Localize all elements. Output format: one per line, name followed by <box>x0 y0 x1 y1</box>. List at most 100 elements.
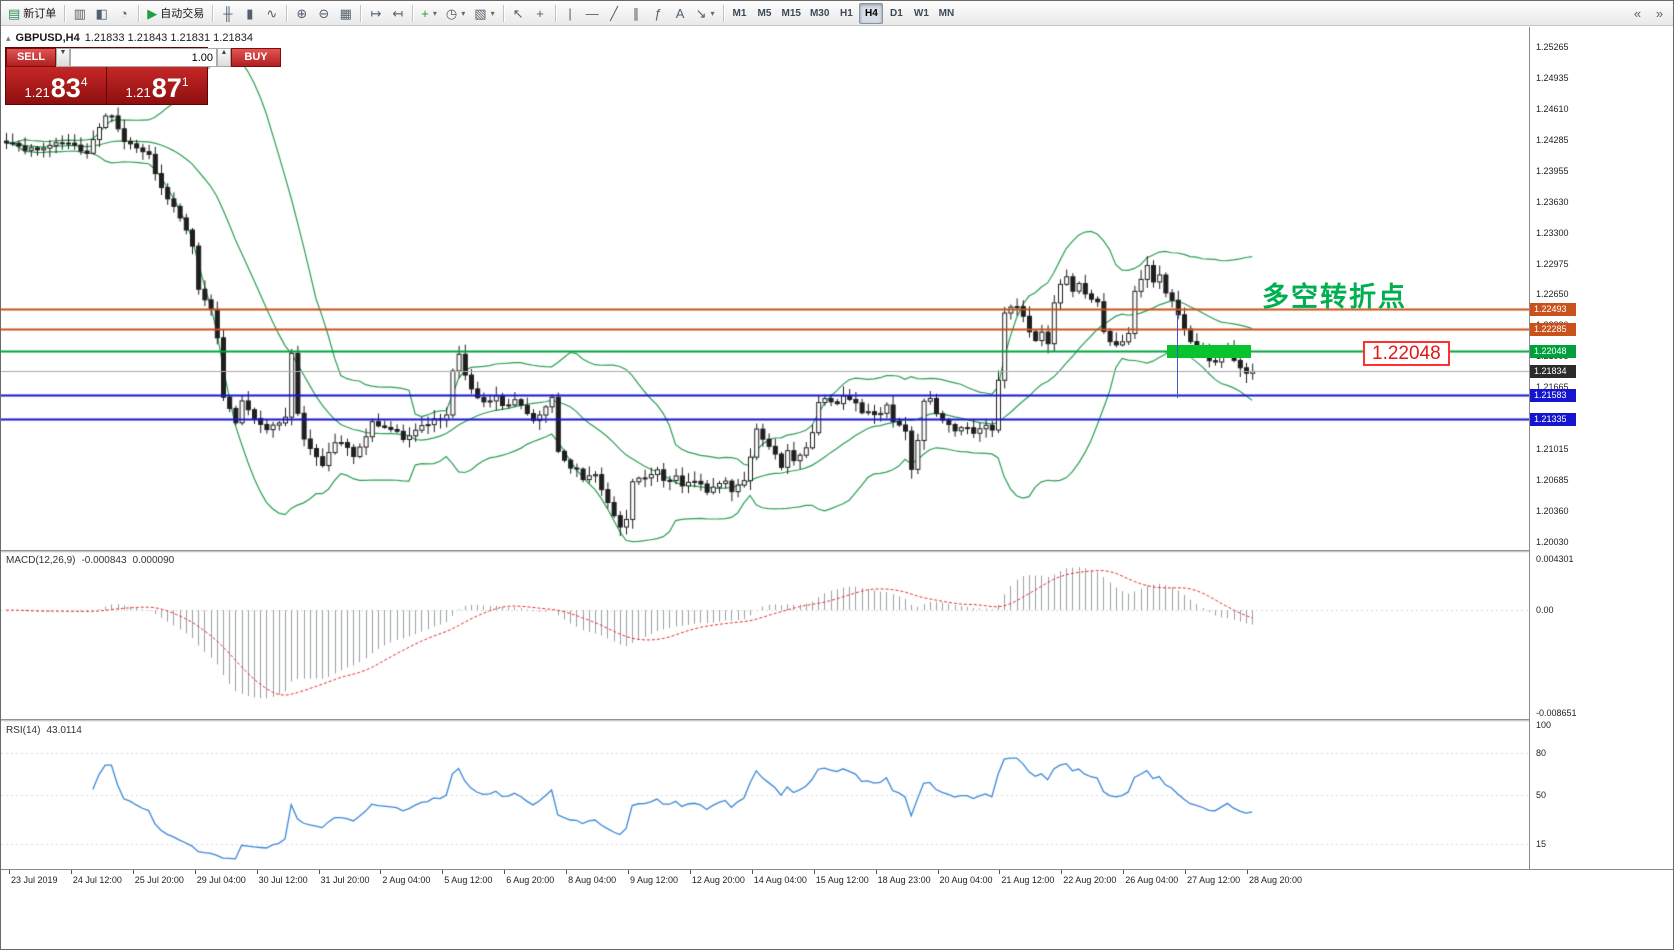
trendline-button[interactable]: ╱ <box>604 3 625 24</box>
crosshair-icon: + <box>536 5 544 21</box>
profiles-button[interactable]: ◧ <box>91 3 112 24</box>
time-axis-label: 20 Aug 04:00 <box>939 875 993 885</box>
bar-chart-button[interactable]: ╫ <box>217 3 238 24</box>
main-chart-canvas[interactable] <box>1 27 1529 550</box>
rsi-panel-canvas[interactable] <box>1 722 1529 869</box>
periods-button[interactable]: ◷ ▾ <box>442 3 469 24</box>
price-tick-label: 1.24935 <box>1536 73 1569 84</box>
fibonacci-icon: ƒ <box>654 5 662 21</box>
sell-price-button[interactable]: 1.21 83 4 <box>6 67 106 104</box>
time-axis-label: 27 Aug 12:00 <box>1187 875 1241 885</box>
lot-increase-button[interactable]: ▲ <box>217 48 231 67</box>
time-axis-label: 26 Aug 04:00 <box>1125 875 1179 885</box>
time-axis-label: 30 Jul 12:00 <box>258 875 308 885</box>
channel-icon: ∥ <box>632 5 640 21</box>
macd-panel-canvas[interactable] <box>1 553 1529 719</box>
macd-panel-splitter[interactable] <box>1 550 1673 553</box>
tf-m15-button[interactable]: M15 <box>778 3 805 24</box>
lot-decrease-button[interactable]: ▼ <box>56 48 70 67</box>
tf-mn-button[interactable]: MN <box>934 3 958 24</box>
tf-h1-button[interactable]: H1 <box>834 3 858 24</box>
periods-icon: ◷ <box>445 5 458 21</box>
new-order-button[interactable]: ▤ 新订单 <box>4 3 60 24</box>
sell-button[interactable]: SELL <box>6 48 56 67</box>
tf-m30-button[interactable]: M30 <box>806 3 833 24</box>
candlestick-chart-icon: ▮ <box>246 5 254 21</box>
macd-scale-label: 0.004301 <box>1536 554 1574 564</box>
time-axis-tick <box>380 870 382 874</box>
rsi-scale-label: 100 <box>1536 720 1552 730</box>
buy-price-button[interactable]: 1.21 87 1 <box>107 67 207 104</box>
price-tick-label: 1.24285 <box>1536 134 1569 145</box>
chart-shift-button[interactable]: ↤ <box>387 3 408 24</box>
price-scale[interactable]: 0.004301 0.00 -0.008651 100 80 50 15 1.25265 1.2… <box>1529 27 1673 869</box>
horizontal-line-button[interactable]: — <box>582 3 603 24</box>
macd-value-2: 0.000090 <box>132 555 175 566</box>
tf-h4-button-label: H4 <box>865 7 878 19</box>
tf-m5-button[interactable]: M5 <box>753 3 777 24</box>
profiles-icon: ◧ <box>95 5 108 21</box>
new-order-button-label: 新订单 <box>23 8 57 20</box>
time-axis-tick <box>1247 870 1248 874</box>
vertical-line-object[interactable] <box>1177 312 1178 398</box>
price-tick-label: 1.20360 <box>1536 505 1569 516</box>
tf-w1-button[interactable]: W1 <box>909 3 933 24</box>
buy-button[interactable]: BUY <box>231 48 281 67</box>
cursor-button[interactable]: ↖ <box>508 3 529 24</box>
time-axis-tick <box>132 870 134 874</box>
macd-name: MACD(12,26,9) <box>6 555 76 566</box>
one-click-trading-panel: SELL ▼ ▲ BUY 1.21 83 4 1.21 87 1 <box>5 47 281 105</box>
toolbar-overflow-right-icon: » <box>1655 5 1664 21</box>
new-order-icon: ▤ <box>8 5 21 21</box>
caret-icon: ▾ <box>432 8 437 18</box>
caret-icon: ▾ <box>461 8 466 18</box>
tile-windows-button[interactable]: ▦ <box>335 3 356 24</box>
text-icon: A <box>675 5 685 21</box>
crosshair-button[interactable]: + <box>530 3 551 24</box>
toolbar-separator <box>64 4 66 22</box>
rsi-value: 43.0114 <box>46 725 82 736</box>
tf-h4-button[interactable]: H4 <box>859 2 884 24</box>
auto-scroll-button[interactable]: ↦ <box>365 3 386 24</box>
history-center-icon: ◔ <box>119 5 128 21</box>
indicators-button[interactable]: + ▾ <box>417 3 441 24</box>
price-tick-label: 1.21665 <box>1536 382 1569 393</box>
caret-icon: ▾ <box>710 8 715 18</box>
symbol-label: ▴ GBPUSD,H4 1.21833 1.21843 1.21831 1.21… <box>6 32 253 44</box>
tf-d1-button[interactable]: D1 <box>884 3 908 24</box>
toolbar-overflow-right-button[interactable]: » <box>1649 3 1670 24</box>
auto-trading-button[interactable]: ▶ 自动交易 <box>143 3 208 24</box>
text-button[interactable]: A <box>670 3 691 24</box>
lot-size-input[interactable] <box>70 48 217 67</box>
candlestick-chart-button[interactable]: ▮ <box>239 3 260 24</box>
time-axis-label: 9 Aug 12:00 <box>630 875 679 885</box>
time-axis-label: 6 Aug 20:00 <box>506 875 555 885</box>
price-badge: 1.22285 <box>1530 322 1576 336</box>
history-center-button[interactable]: ◔ <box>113 3 134 24</box>
price-tick-label: 1.23300 <box>1536 227 1569 238</box>
fibonacci-button[interactable]: ƒ <box>648 3 669 24</box>
toolbar-overflow: «» <box>1627 3 1670 24</box>
tile-windows-icon: ▦ <box>339 5 352 21</box>
templates-button[interactable]: ▧ ▾ <box>470 3 498 24</box>
arrows-button[interactable]: ↘ ▾ <box>692 3 719 24</box>
time-axis-label: 2 Aug 04:00 <box>382 875 431 885</box>
symbol-icon: ▴ <box>6 32 11 43</box>
zoom-in-button[interactable]: ⊕ <box>291 3 312 24</box>
caret-icon: ▾ <box>490 8 495 18</box>
zoom-out-button[interactable]: ⊖ <box>313 3 334 24</box>
time-axis[interactable]: 23 Jul 2019 24 Jul 12:00 25 Jul 20:00 29 Ju… <box>1 869 1673 893</box>
highlight-zone-rectangle[interactable] <box>1167 345 1251 358</box>
rsi-panel-splitter[interactable] <box>1 719 1673 722</box>
channel-button[interactable]: ∥ <box>626 3 647 24</box>
toolbar-overflow-left-button[interactable]: « <box>1627 3 1648 24</box>
charts-window-button[interactable]: ▥ <box>69 3 90 24</box>
time-axis-label: 12 Aug 20:00 <box>691 875 745 885</box>
line-chart-button[interactable]: ∿ <box>261 3 282 24</box>
tf-m1-button[interactable]: M1 <box>728 3 752 24</box>
price-badge: 1.22048 <box>1530 345 1576 359</box>
vertical-line-button[interactable]: | <box>560 3 581 24</box>
price-tick-label: 1.20030 <box>1536 537 1569 547</box>
time-axis-tick <box>999 870 1001 874</box>
toolbar-separator <box>360 4 362 22</box>
